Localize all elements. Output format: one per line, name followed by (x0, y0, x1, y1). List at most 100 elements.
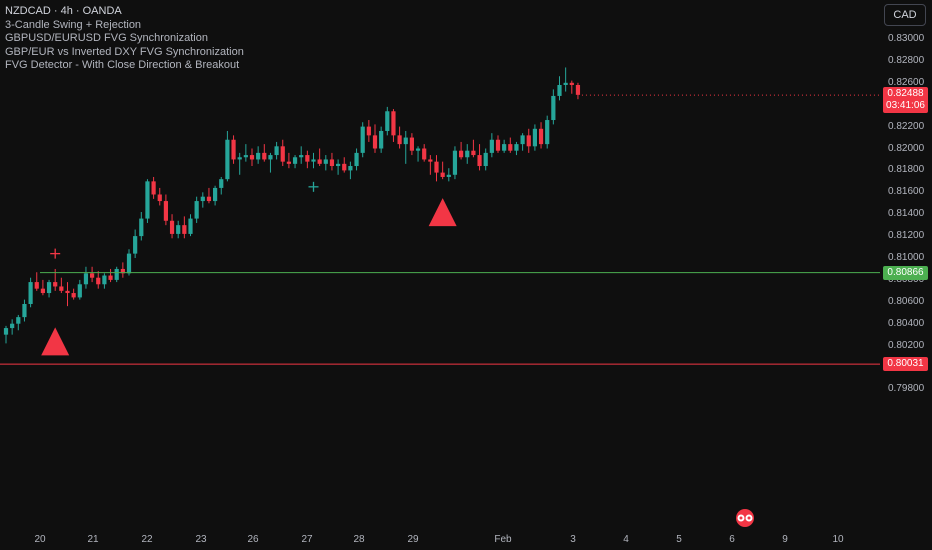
bullish-candle[interactable] (225, 139, 230, 180)
bearish-candle[interactable] (40, 288, 45, 294)
bullish-candle[interactable] (563, 82, 568, 85)
bullish-candle[interactable] (465, 150, 470, 158)
bullish-candle[interactable] (545, 120, 550, 145)
bearish-candle[interactable] (538, 128, 544, 145)
bullish-candle[interactable] (145, 181, 150, 219)
bullish-candle[interactable] (348, 166, 353, 171)
bullish-candle[interactable] (46, 282, 52, 294)
bearish-candle[interactable] (53, 282, 58, 287)
bullish-candle[interactable] (102, 275, 107, 285)
bearish-candle[interactable] (59, 286, 64, 291)
bullish-candle[interactable] (385, 111, 390, 131)
bearish-candle[interactable] (569, 82, 574, 85)
bullish-candle[interactable] (551, 95, 556, 121)
bullish-candle[interactable] (514, 144, 519, 151)
bearish-candle[interactable] (342, 163, 347, 171)
bullish-candle[interactable] (243, 155, 248, 158)
bullish-candle[interactable] (139, 218, 144, 237)
bearish-candle[interactable] (262, 152, 267, 160)
bullish-candle[interactable] (213, 187, 218, 202)
bearish-candle[interactable] (90, 273, 95, 278)
bearish-candle[interactable] (391, 111, 396, 136)
bearish-candle[interactable] (575, 84, 581, 95)
bearish-candle[interactable] (459, 150, 464, 158)
bearish-candle[interactable] (477, 155, 482, 167)
bullish-candle[interactable] (16, 317, 21, 324)
bullish-candle[interactable] (379, 130, 384, 149)
bearish-candle[interactable] (286, 161, 291, 164)
bullish-candle[interactable] (133, 236, 138, 254)
bullish-candle[interactable] (557, 84, 562, 96)
indicator-label[interactable]: 3-Candle Swing + Rejection (5, 18, 142, 31)
bullish-candle[interactable] (446, 174, 451, 177)
bullish-candle[interactable] (28, 282, 33, 304)
bullish-candle[interactable] (194, 201, 199, 219)
bearish-candle[interactable] (409, 137, 414, 151)
bearish-candle[interactable] (169, 220, 175, 234)
bullish-candle[interactable] (292, 157, 298, 164)
bearish-candle[interactable] (249, 155, 255, 160)
bearish-candle[interactable] (157, 194, 162, 202)
bullish-candle[interactable] (360, 126, 365, 153)
bullish-candle[interactable] (489, 139, 494, 153)
bullish-candle[interactable] (188, 218, 193, 234)
bullish-candle[interactable] (268, 155, 273, 160)
bearish-candle[interactable] (151, 181, 156, 195)
bearish-candle[interactable] (280, 146, 285, 162)
bullish-candle[interactable] (200, 196, 205, 202)
bullish-candle[interactable] (311, 159, 316, 162)
bearish-candle[interactable] (495, 139, 501, 151)
bullish-candle[interactable] (219, 179, 224, 188)
bearish-candle[interactable] (428, 159, 433, 162)
indicator-label[interactable]: GBPUSD/EURUSD FVG Synchronization (5, 32, 208, 44)
indicator-label[interactable]: FVG Detector - With Close Direction & Br… (5, 59, 240, 71)
bearish-candle[interactable] (508, 144, 513, 151)
bearish-candle[interactable] (163, 201, 168, 221)
bearish-candle[interactable] (96, 277, 101, 285)
bullish-candle[interactable] (299, 155, 304, 158)
bullish-candle[interactable] (502, 144, 507, 151)
indicator-label[interactable]: GBP/EUR vs Inverted DXY FVG Synchronizat… (5, 45, 244, 58)
bearish-candle[interactable] (317, 159, 322, 164)
bearish-candle[interactable] (422, 148, 427, 160)
bullish-candle[interactable] (126, 253, 132, 274)
bullish-candle[interactable] (77, 284, 82, 298)
bearish-candle[interactable] (397, 135, 402, 145)
bullish-candle[interactable] (83, 273, 89, 285)
bullish-candle[interactable] (483, 152, 488, 167)
bullish-candle[interactable] (237, 157, 242, 160)
bullish-candle[interactable] (403, 137, 408, 145)
bullish-candle[interactable] (114, 268, 119, 280)
bullish-candle[interactable] (3, 328, 9, 335)
symbol-title[interactable]: NZDCAD · 4h · OANDA (5, 5, 122, 17)
bullish-candle[interactable] (274, 146, 279, 156)
bearish-candle[interactable] (329, 159, 335, 167)
bearish-candle[interactable] (372, 135, 378, 149)
bearish-candle[interactable] (108, 275, 113, 280)
bearish-candle[interactable] (65, 290, 70, 294)
currency-button[interactable]: CAD (884, 4, 926, 26)
bullish-candle[interactable] (452, 150, 458, 175)
bearish-candle[interactable] (182, 225, 187, 234)
bearish-candle[interactable] (71, 293, 76, 298)
bullish-candle[interactable] (176, 225, 181, 234)
bearish-candle[interactable] (120, 268, 125, 274)
bearish-candle[interactable] (305, 155, 310, 162)
bullish-candle[interactable] (354, 152, 359, 167)
bearish-candle[interactable] (434, 161, 439, 173)
bullish-candle[interactable] (336, 163, 341, 167)
bearish-candle[interactable] (231, 139, 236, 160)
bullish-candle[interactable] (22, 303, 27, 318)
bullish-candle[interactable] (532, 128, 537, 147)
bullish-candle[interactable] (256, 152, 261, 160)
bearish-candle[interactable] (471, 150, 476, 156)
bearish-candle[interactable] (440, 172, 445, 177)
bearish-candle[interactable] (34, 282, 39, 289)
bearish-candle[interactable] (526, 135, 531, 147)
bullish-candle[interactable] (520, 135, 525, 145)
bearish-candle[interactable] (366, 126, 371, 136)
bearish-candle[interactable] (206, 196, 212, 202)
bullish-candle[interactable] (323, 159, 328, 164)
bullish-candle[interactable] (10, 323, 15, 329)
